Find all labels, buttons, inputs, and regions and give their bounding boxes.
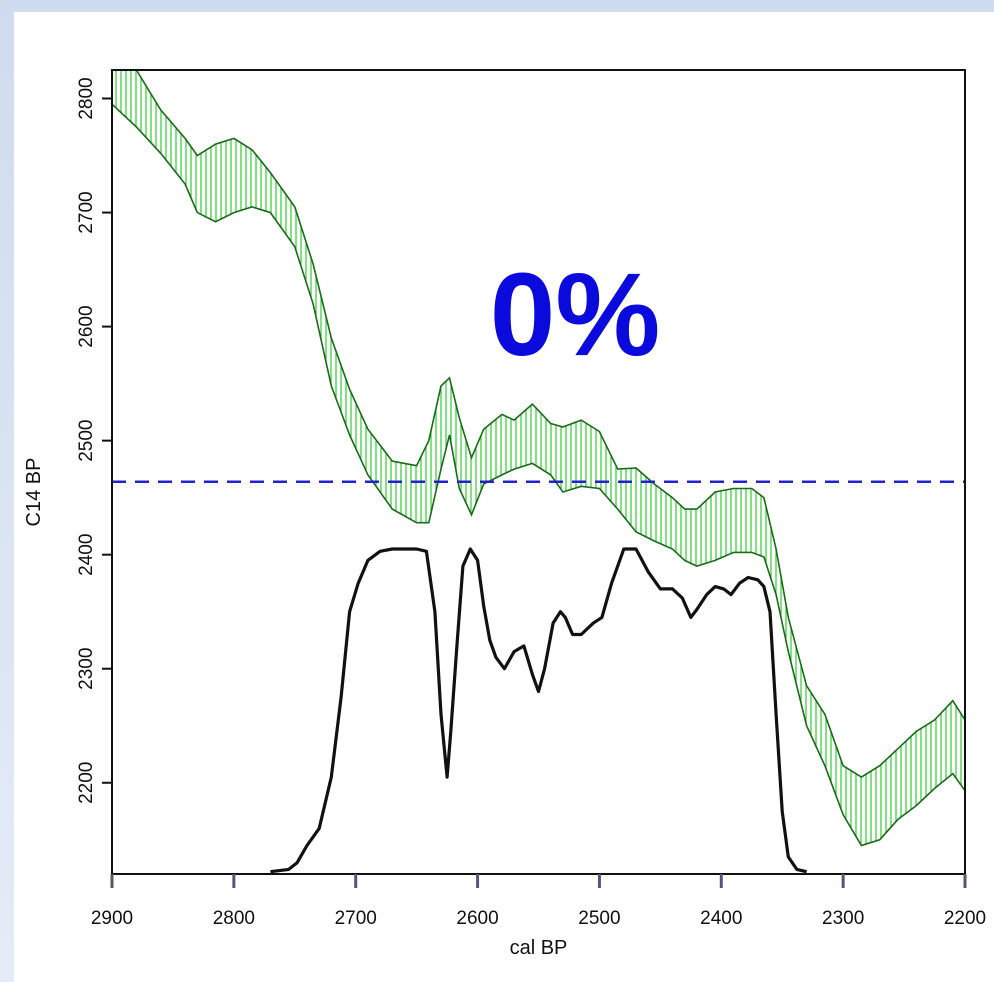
calibration-band-lower-edge bbox=[112, 103, 965, 847]
x-tick-label: 2600 bbox=[456, 908, 498, 929]
percentage-annotation: 0% bbox=[490, 249, 661, 381]
y-tick-label: 2700 bbox=[76, 191, 97, 233]
chart-panel: 2900 2800 2700 2600 2500 2400 2300 2200 2200 230… bbox=[14, 12, 994, 982]
y-tick-label: 2200 bbox=[76, 762, 97, 804]
probability-curve bbox=[270, 547, 807, 874]
calibration-band-upper-edge bbox=[112, 70, 965, 779]
x-tick-label: 2900 bbox=[91, 908, 133, 929]
x-tick-label: 2500 bbox=[578, 908, 620, 929]
x-tick-label: 2400 bbox=[700, 908, 742, 929]
x-tick-label: 2200 bbox=[944, 908, 986, 929]
calibration-chart: 2900 2800 2700 2600 2500 2400 2300 2200 2200 230… bbox=[23, 69, 986, 959]
y-tick-label: 2300 bbox=[76, 648, 97, 690]
x-tick-label: 2300 bbox=[822, 908, 864, 929]
calibration-band bbox=[112, 70, 965, 846]
y-axis: 2200 2300 2400 2500 2600 2700 2800 bbox=[76, 77, 112, 804]
x-tick-label: 2700 bbox=[335, 908, 377, 929]
x-tick-label: 2800 bbox=[213, 908, 255, 929]
x-axis: 2900 2800 2700 2600 2500 2400 2300 2200 bbox=[91, 874, 986, 929]
y-axis-title: C14 BP bbox=[23, 458, 45, 527]
y-tick-label: 2500 bbox=[76, 419, 97, 461]
plot-content bbox=[112, 70, 965, 874]
plot-frame bbox=[111, 69, 966, 875]
y-tick-label: 2400 bbox=[76, 534, 97, 576]
y-tick-label: 2600 bbox=[76, 305, 97, 347]
y-tick-label: 2800 bbox=[76, 77, 97, 119]
x-axis-title: cal BP bbox=[510, 937, 568, 959]
